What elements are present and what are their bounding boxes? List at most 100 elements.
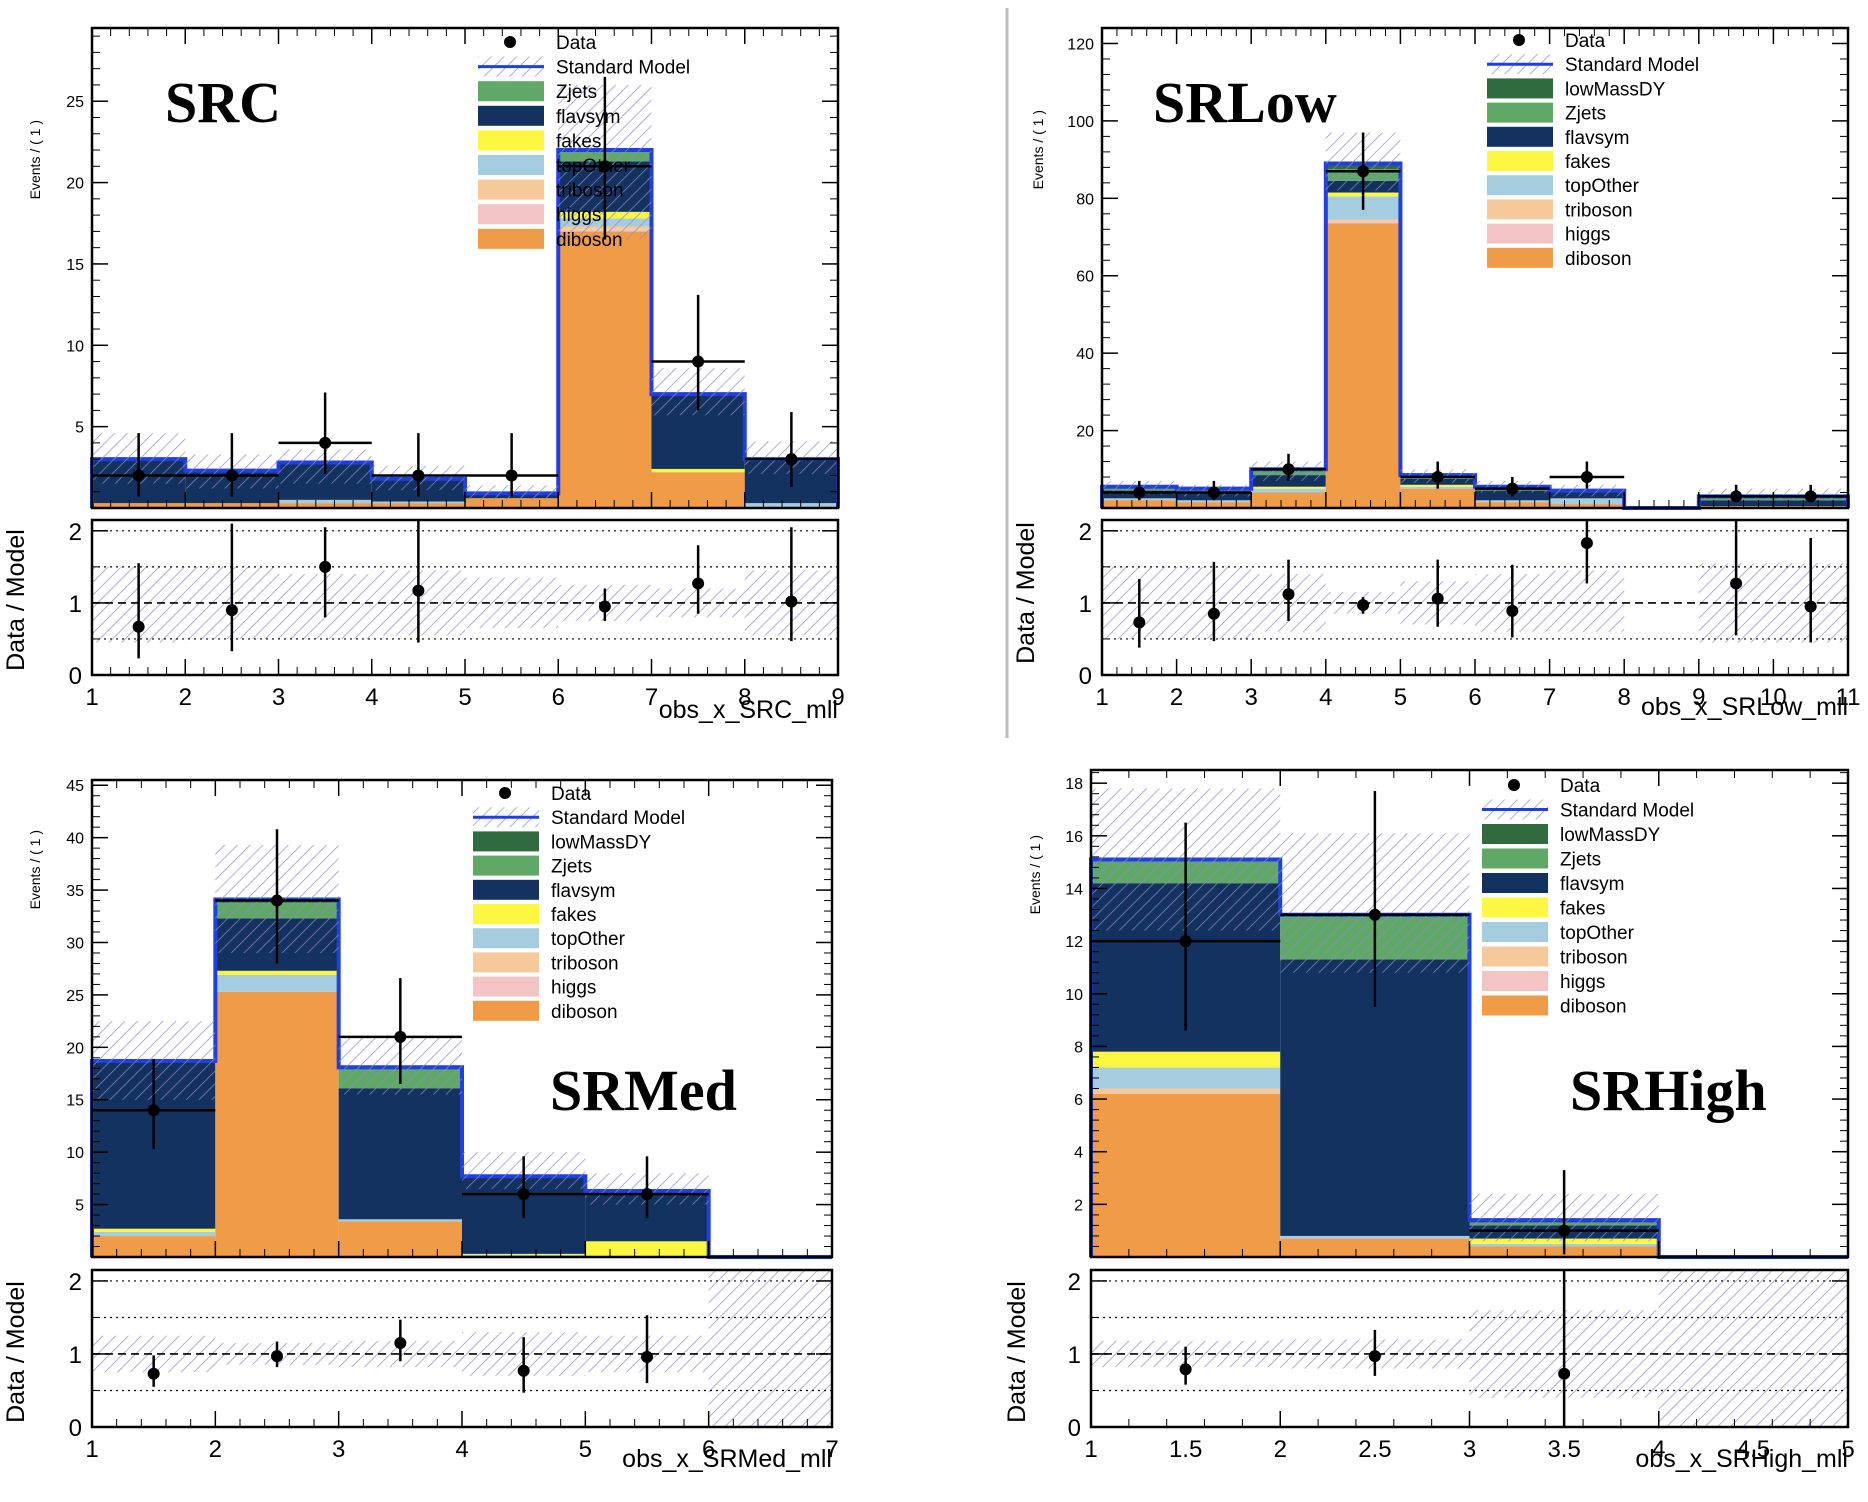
bar-flavsym [1773,500,1848,507]
region-label: SRHigh [1570,1058,1767,1123]
legend-label-triboson: triboson [1560,948,1628,969]
legend-swatch-fakes [1482,897,1548,918]
bar-topOther [338,1219,462,1222]
legend-label-sm: Standard Model [1560,801,1694,822]
legend-label-Zjets: Zjets [551,857,592,878]
x-tick-label: 4 [1652,1436,1665,1463]
legend: Data Standard Model lowMassDY Zjets flavsym f… [1487,31,1699,270]
bar-topOther [278,499,372,504]
data-point [412,469,425,482]
legend: Data Standard Model lowMassDY Zjets flavsym f… [1482,776,1694,1018]
legend-label-diboson: diboson [1560,997,1627,1018]
y-tick-label: 14 [1065,881,1083,898]
legend-label-topOther: topOther [556,156,631,177]
bar-diboson [1102,500,1177,508]
legend-label-triboson: triboson [556,181,624,202]
x-tick-label: 1 [85,1436,98,1463]
data-point [598,160,611,173]
ratio-y-tick-label: 2 [1068,1269,1081,1296]
legend-label-flavsym: flavsym [1565,128,1629,149]
legend-label-diboson: diboson [551,1002,618,1023]
y-tick-label: 25 [66,94,84,111]
bar-diboson [1325,223,1401,508]
bar-diboson [1176,502,1252,508]
data-point [319,436,332,449]
x-tick-label: 10 [1760,684,1787,711]
y-tick-label: 60 [1076,269,1094,286]
ratio-point [517,1364,530,1377]
y-tick-label: 10 [1065,987,1083,1004]
legend-label-Zjets: Zjets [1565,104,1606,125]
legend-swatch-Zjets [1487,102,1553,123]
legend-marker-data [504,36,516,48]
ratio-point [785,595,798,608]
x-tick-label: 5 [1394,684,1407,711]
ratio-point [1282,588,1295,601]
bar-diboson [1091,1093,1281,1257]
y-tick-label: 15 [66,1093,84,1110]
ratio-y-tick-label: 0 [1079,663,1092,690]
bar-fakes [92,1228,216,1232]
x-tick-label: 4 [455,1436,468,1463]
legend-swatch-flavsym [1487,126,1553,147]
legend-label-data: Data [1560,776,1601,797]
legend-swatch-diboson [473,1000,539,1021]
legend: Data Standard Model Zjets flavsym fakes topOt… [478,33,690,251]
ratio-y-axis-label: Data / Model [1012,522,1040,664]
ratio-point [1804,600,1817,613]
legend-label-topOther: topOther [1560,923,1635,944]
ratio-point [1179,1363,1192,1376]
legend-label-triboson: triboson [551,953,619,974]
bar-topOther [1475,500,1550,503]
ratio-point [1357,599,1370,612]
ratio-point [271,1350,283,1363]
legend-label-fakes: fakes [556,131,601,152]
x-axis-label: obs_x_SRHigh_mll [1635,1445,1848,1473]
x-tick-label: 3 [1245,684,1258,711]
legend-label-data: Data [551,784,592,805]
y-tick-label: 20 [1076,424,1094,441]
legend-swatch-higgs [478,204,544,225]
bar-diboson [1251,492,1326,508]
x-tick-label: 1 [1084,1436,1097,1463]
y-tick-label: 40 [1076,346,1094,363]
uncertainty-band [1549,484,1625,497]
ratio-y-tick-label: 0 [69,1415,82,1442]
x-tick-label: 6 [702,1436,715,1463]
legend: Data Standard Model lowMassDY Zjets flavsym f… [473,784,685,1023]
legend-label-fakes: fakes [551,905,596,926]
bar-topOther [1176,500,1252,503]
legend-label-topOther: topOther [1565,176,1640,197]
legend-label-Zjets: Zjets [556,82,597,103]
data-point [147,1104,160,1117]
data-point [225,469,238,482]
legend-label-lowMassDY: lowMassDY [1565,79,1666,100]
x-tick-label: 11 [1836,684,1861,711]
legend-swatch-diboson [1482,995,1548,1016]
legend-swatch-topOther [478,155,544,175]
bar-topOther [744,503,838,508]
bar-fakes [651,468,745,473]
region-label: SRMed [550,1058,737,1123]
bar-diboson [1280,1238,1470,1257]
x-tick-label: 1.5 [1169,1436,1202,1463]
x-tick-label: 8 [738,684,751,711]
data-point [271,894,283,907]
legend-swatch-fakes [478,130,544,151]
x-tick-label: 5 [1841,1436,1854,1463]
ratio-point [394,1337,407,1350]
x-tick-label: 7 [1543,684,1556,711]
y-tick-label: 16 [1065,829,1083,846]
bar-diboson [1549,504,1625,508]
bar-diboson [92,503,186,508]
data-point [1580,471,1593,484]
legend-label-lowMassDY: lowMassDY [551,832,652,853]
ratio-point [1207,607,1220,620]
x-tick-label: 3 [332,1436,345,1463]
legend-marker-data [1508,779,1520,791]
bar-topOther [1091,1067,1281,1089]
ratio-point [1368,1350,1381,1363]
y-tick-label: 8 [1074,1039,1083,1056]
